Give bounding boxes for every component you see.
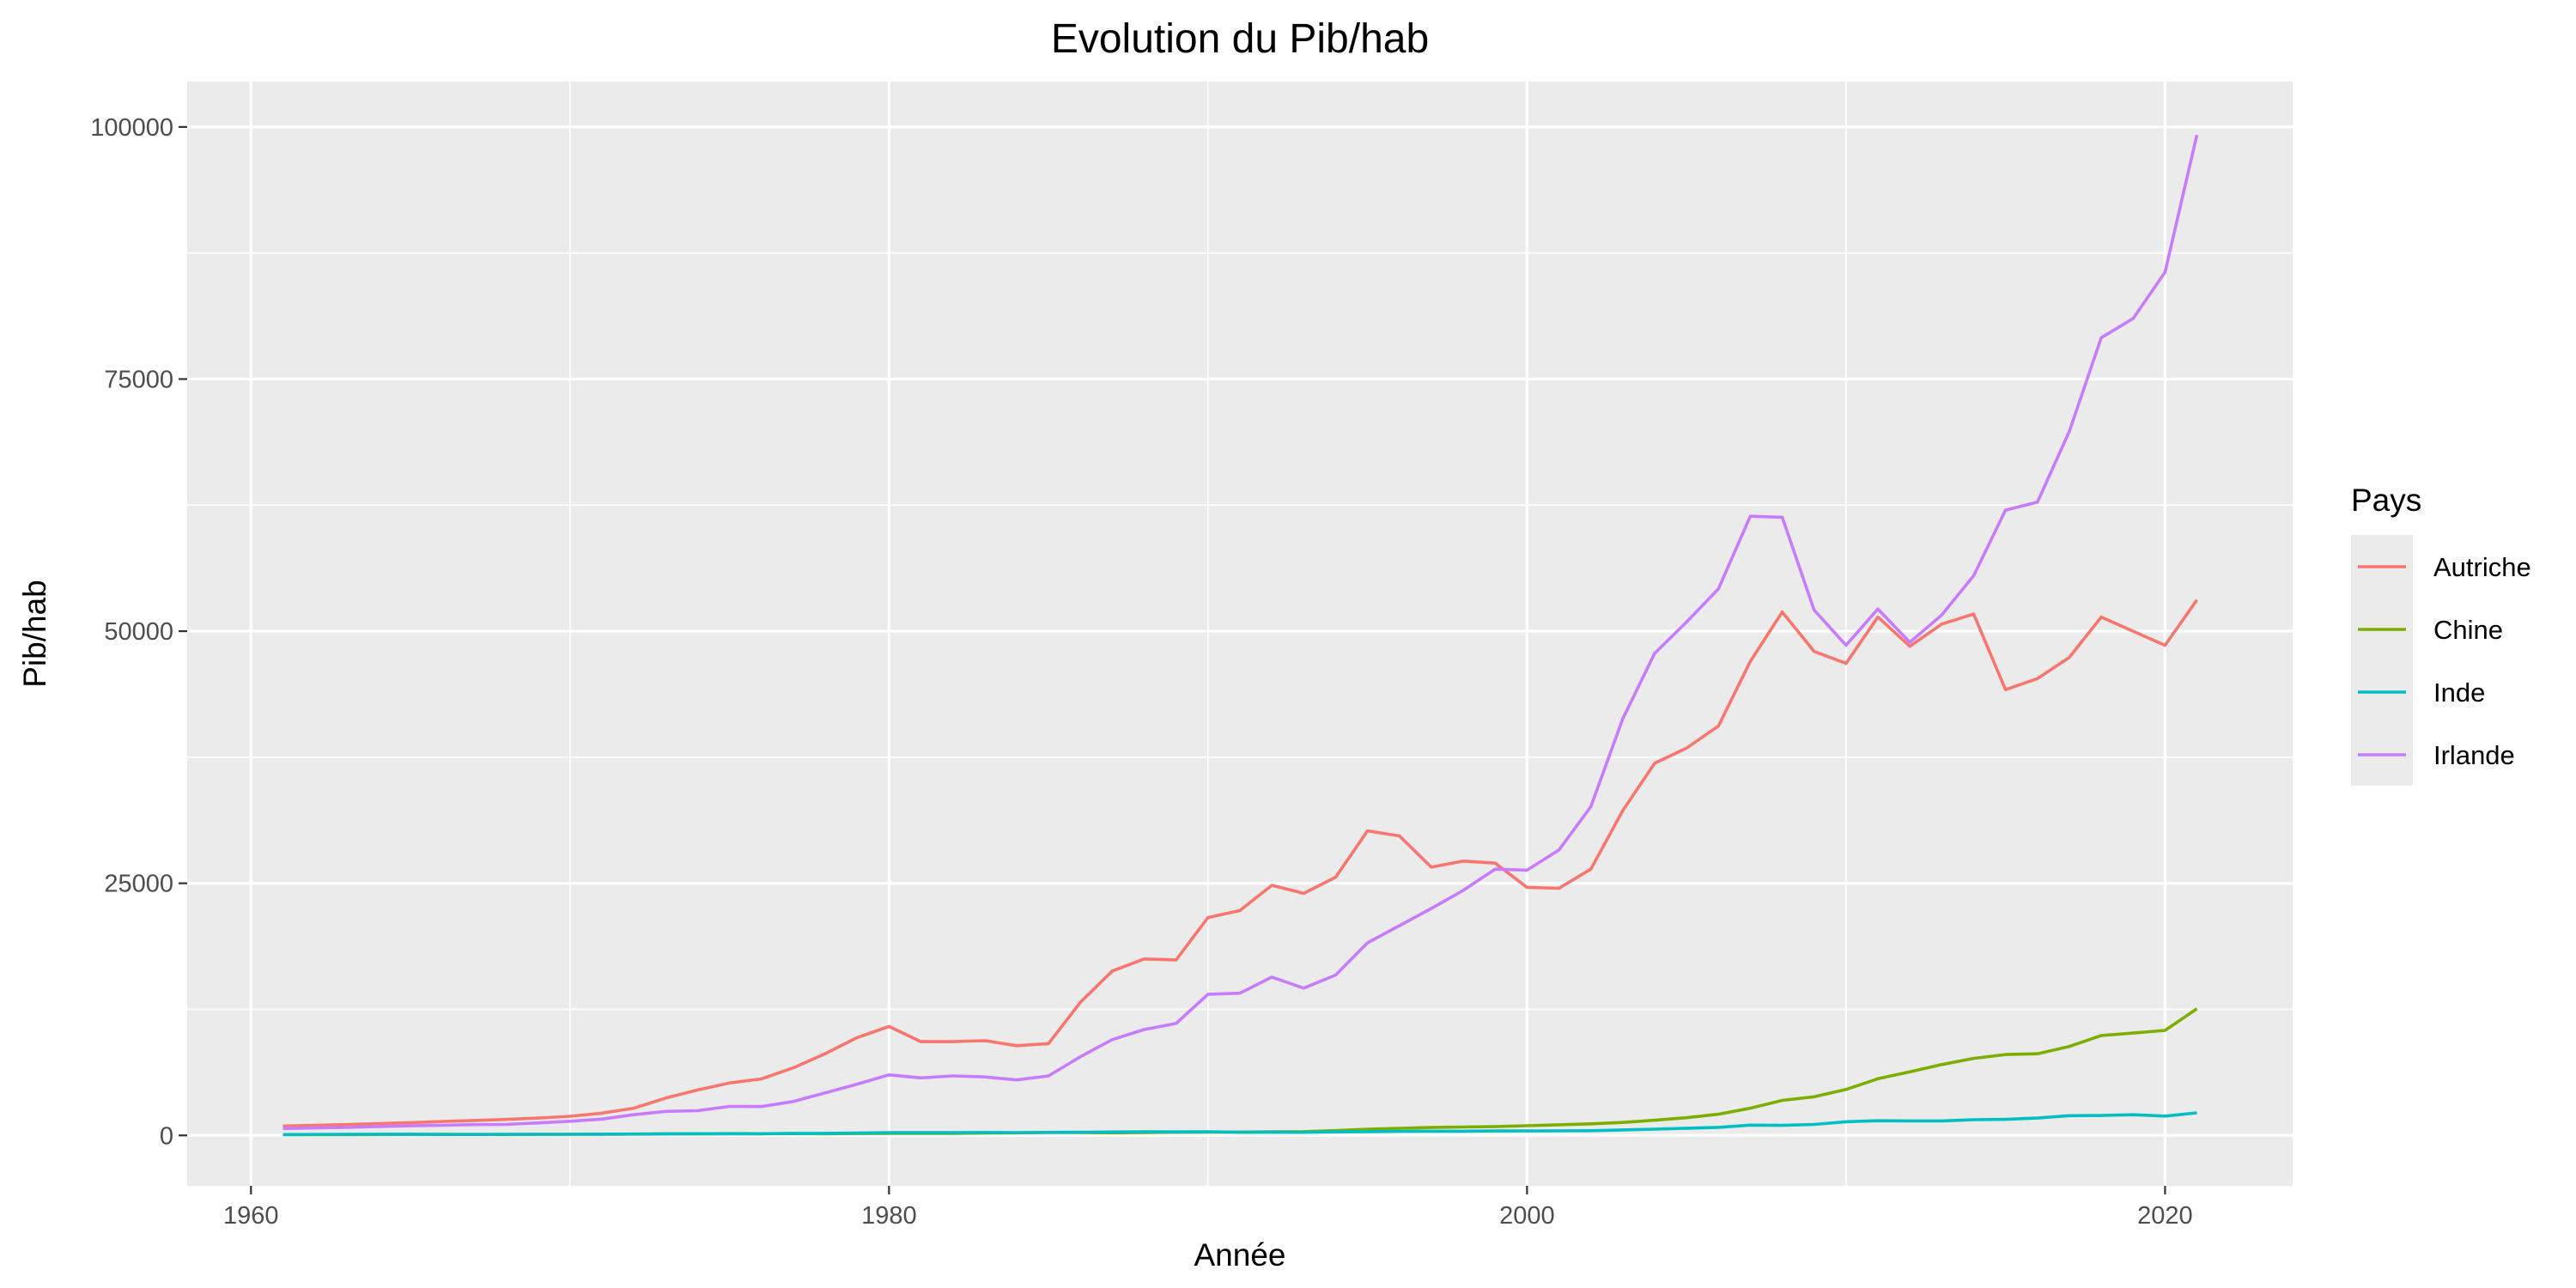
- y-tick-label: 0: [160, 1122, 173, 1150]
- legend-items: Autriche Chine Inde Irlande: [2358, 552, 2531, 770]
- minor-grid: [187, 82, 2293, 1186]
- series-line-autriche: [283, 598, 2198, 1128]
- legend-title: Pays: [2351, 483, 2421, 518]
- legend: Pays Autriche Chine Inde Irlande: [2351, 483, 2531, 786]
- y-axis-title: Pib/hab: [17, 580, 52, 688]
- legend-label-inde: Inde: [2433, 677, 2485, 708]
- series-line-inde: [283, 1111, 2197, 1137]
- x-axis-title: Année: [1194, 1237, 1286, 1273]
- y-axis: 0 25000 50000 75000 100000: [90, 114, 187, 1150]
- major-grid: [187, 82, 2293, 1186]
- plot-panel: [187, 82, 2293, 1186]
- y-tick-label: 25000: [104, 871, 173, 898]
- x-tick-label: 2000: [1499, 1202, 1555, 1230]
- x-axis: 1960 1980 2000 2020: [223, 1186, 2193, 1230]
- legend-key-background: [2351, 535, 2413, 786]
- y-tick-label: 50000: [104, 618, 173, 646]
- legend-label-irlande: Irlande: [2433, 740, 2515, 770]
- chart-title: Evolution du Pib/hab: [1051, 16, 1429, 62]
- y-tick-label: 75000: [104, 366, 173, 393]
- x-tick-label: 2020: [2137, 1202, 2193, 1230]
- y-tick-label: 100000: [90, 114, 173, 142]
- x-tick-label: 1960: [223, 1202, 279, 1230]
- x-tick-label: 1980: [861, 1202, 917, 1230]
- series-line-irlande: [283, 134, 2199, 1131]
- legend-label-autriche: Autriche: [2433, 552, 2531, 582]
- legend-label-chine: Chine: [2433, 615, 2503, 645]
- series-lines: [283, 134, 2199, 1137]
